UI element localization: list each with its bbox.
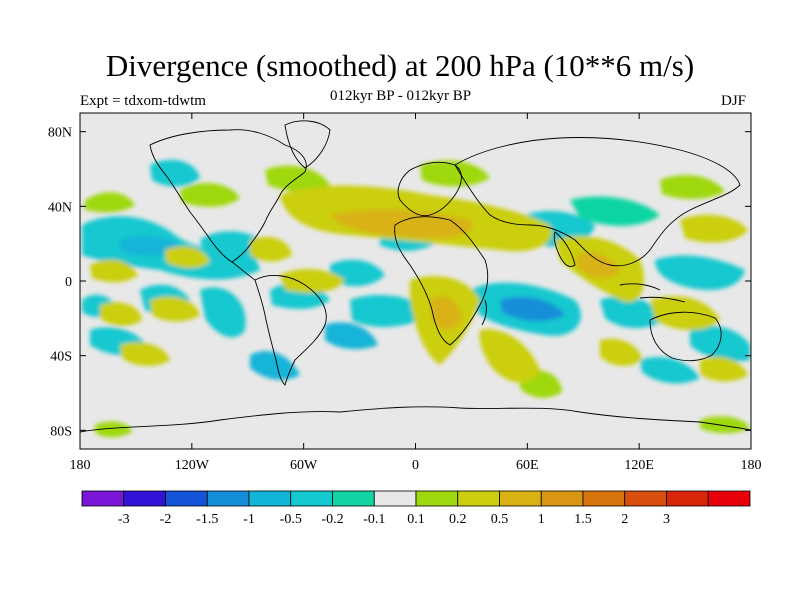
colorbar-label: -0.2: [321, 512, 343, 527]
colorbar-label: -0.5: [280, 512, 302, 527]
x-tick-label: 180: [70, 458, 91, 473]
coastlines: [80, 120, 751, 433]
colorbar-label: 0.1: [407, 512, 425, 527]
y-tick-label: 40N: [48, 200, 72, 215]
colorbar-swatch: [582, 490, 626, 507]
colorbar-swatch: [624, 490, 667, 507]
colorbar-swatch: [290, 490, 333, 507]
colorbar-label: 0.2: [449, 512, 467, 527]
colorbar-label: -1: [243, 512, 255, 527]
colorbar-swatch: [457, 490, 500, 507]
colorbar-swatch: [165, 490, 208, 507]
colorbar: -3 -2 -1.5 -1 -0.5 -0.2 -0.1 0.1 0.2 0.5 1 1.5 2 3: [81, 490, 751, 527]
colorbar-swatch: [707, 490, 751, 507]
colorbar-label: -2: [160, 512, 172, 527]
experiment-label: Expt = tdxom-tdwtm: [80, 93, 206, 109]
x-tick-label: 180: [741, 458, 762, 473]
colorbar-swatch: [373, 490, 417, 507]
x-tick-label: 120W: [175, 458, 210, 473]
season-label: DJF: [721, 93, 747, 109]
colorbar-label: 1.5: [574, 512, 592, 527]
period-label: 012kyr BP - 012kyr BP: [330, 88, 472, 104]
y-tick-label: 40S: [50, 350, 72, 365]
x-tick-label: 60W: [290, 458, 318, 473]
y-tick-label: 80N: [48, 126, 72, 141]
colorbar-label: 0.5: [491, 512, 509, 527]
colorbar-swatch: [540, 490, 584, 507]
colorbar-swatch: [123, 490, 166, 507]
y-axis: 80N 40N 0 40S 80S: [48, 126, 751, 439]
colorbar-swatch: [499, 490, 542, 507]
colorbar-swatch: [666, 490, 709, 507]
colorbar-label: -3: [118, 512, 130, 527]
x-tick-label: 0: [412, 458, 419, 473]
y-tick-label: 0: [65, 275, 72, 290]
colorbar-label: -1.5: [196, 512, 218, 527]
divergence-field: [82, 159, 750, 438]
x-axis: 180 120W 60W 0 60E 120E 180: [70, 113, 762, 473]
map-title: Divergence (smoothed) at 200 hPa (10**6 …: [105, 48, 695, 83]
colorbar-swatch: [248, 490, 292, 507]
y-tick-label: 80S: [50, 424, 72, 439]
colorbar-swatch: [81, 490, 125, 507]
colorbar-swatch: [206, 490, 250, 507]
colorbar-swatch: [332, 490, 375, 507]
x-tick-label: 120E: [624, 458, 654, 473]
x-tick-label: 60E: [516, 458, 539, 473]
colorbar-label: -0.1: [363, 512, 385, 527]
colorbar-label: 2: [621, 512, 628, 527]
colorbar-label: 1: [538, 512, 545, 527]
colorbar-swatch: [415, 490, 459, 507]
colorbar-label: 3: [663, 512, 670, 527]
